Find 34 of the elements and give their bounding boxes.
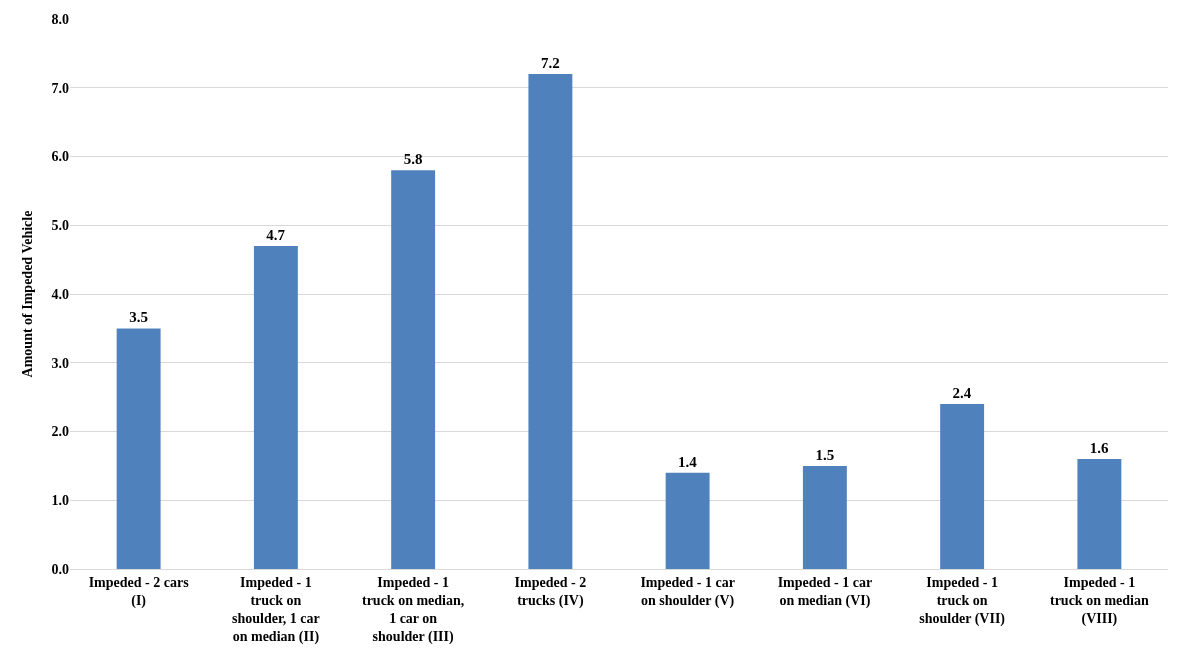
- x-tick-label: Impeded - 2 cars (I): [88, 574, 190, 609]
- y-tick-label: 2.0: [51, 424, 69, 440]
- bar: [665, 472, 710, 569]
- y-tick-label: 5.0: [51, 218, 69, 234]
- x-tick-label: Impeded - 1 car on shoulder (V): [640, 574, 735, 609]
- bar: [116, 328, 161, 569]
- bar: [940, 404, 985, 569]
- data-label: 2.4: [952, 385, 972, 401]
- y-tick-label: 7.0: [51, 80, 69, 96]
- x-tick-label: Impeded - 1 truck on median, 1 car on shoulder (III): [361, 574, 465, 646]
- y-tick-label: 3.0: [51, 355, 69, 371]
- data-label: 7.2: [541, 55, 560, 71]
- bar: [802, 465, 847, 569]
- x-tick-label: Impeded - 1 truck on shoulder (VII): [919, 574, 1006, 628]
- bar: [253, 245, 298, 569]
- x-tick-label: Impeded - 1 car on median (VI): [777, 574, 873, 609]
- data-label: 4.7: [266, 226, 286, 243]
- y-axis-title: Amount of Impeded Vehicle: [20, 210, 36, 378]
- data-label: 3.5: [129, 309, 149, 326]
- x-tick-label: Impeded - 1 truck on shoulder, 1 car on median (II): [231, 574, 320, 646]
- y-tick-label: 6.0: [51, 149, 69, 165]
- data-label: 1.6: [1089, 440, 1110, 456]
- bar: [1077, 459, 1122, 569]
- data-label: 1.5: [815, 446, 835, 463]
- y-tick-label: 8.0: [51, 11, 69, 27]
- x-tick-label: Impeded - 2 trucks (IV): [514, 574, 587, 609]
- y-tick-label: 4.0: [51, 286, 69, 302]
- data-label: 1.4: [678, 453, 698, 470]
- x-tick-label: Impeded - 1 truck on median (VIII): [1049, 574, 1149, 628]
- bar: [391, 170, 436, 569]
- y-tick-label: 0.0: [51, 561, 69, 577]
- bar: [528, 74, 573, 569]
- y-tick-label: 1.0: [51, 493, 69, 509]
- data-label: 5.8: [403, 151, 423, 168]
